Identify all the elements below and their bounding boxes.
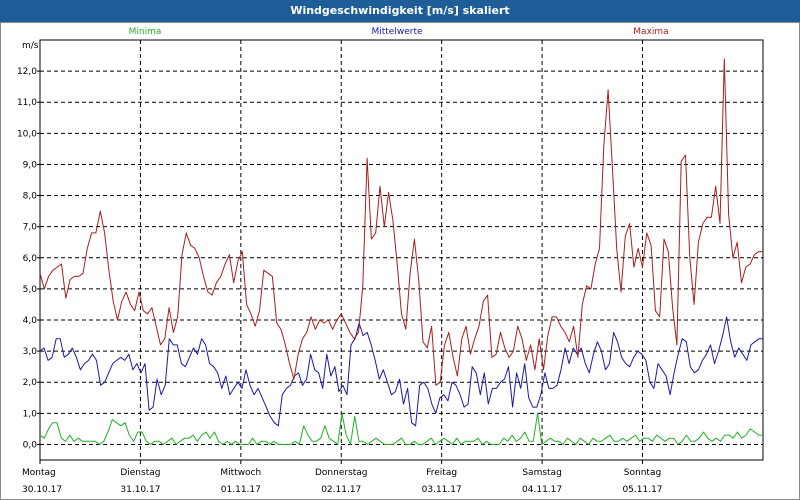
y-axis-label: m/s [22, 41, 39, 51]
x-tick-day: Dienstag [120, 468, 160, 478]
x-tick-date: 04.11.17 [522, 485, 562, 495]
legend-mittelwerte: Mittelwerte [371, 27, 422, 37]
x-axis: Montag 30.10.17 Dienstag 31.10.17 Mittwoch 01… [22, 460, 663, 495]
y-tick-label: 1,0 [23, 409, 38, 419]
series-line-minima [39, 412, 763, 445]
x-tick-day: Samstag [522, 468, 561, 478]
y-tick-label: 10,0 [17, 129, 37, 139]
y-tick-label: 4,0 [23, 316, 38, 326]
x-tick-date: 31.10.17 [120, 485, 160, 495]
y-tick-label: 2,0 [23, 378, 38, 388]
series-lines [39, 58, 763, 445]
x-tick-day: Donnerstag [315, 468, 368, 478]
window-title: Windgeschwindigkeit [m/s] skaliert [0, 0, 800, 22]
x-tick-day: Mittwoch [220, 468, 261, 478]
legend-minima: Minima [129, 27, 162, 37]
y-tick-label: 0,0 [23, 440, 38, 450]
x-tick-day: Sonntag [624, 468, 661, 478]
x-tick-day: Montag [22, 468, 56, 478]
series-line-mittelwerte [39, 316, 763, 427]
y-tick-label: 11,0 [17, 98, 37, 108]
x-tick-day: Freitag [426, 468, 457, 478]
y-tick-label: 12,0 [17, 67, 37, 77]
y-tick-label: 3,0 [23, 347, 38, 357]
x-tick-date: 01.11.17 [221, 485, 261, 495]
y-axis: 0,0 1,0 2,0 3,0 4,0 5,0 6,0 7,0 8,0 9,0 10,0 11,0 12… [17, 67, 40, 450]
y-tick-label: 8,0 [23, 192, 38, 202]
x-tick-date: 03.11.17 [422, 485, 462, 495]
x-tick-date: 30.10.17 [22, 485, 62, 495]
y-tick-label: 9,0 [23, 160, 38, 170]
legend-maxima: Maxima [633, 27, 668, 37]
y-tick-label: 7,0 [23, 223, 38, 233]
x-tick-date: 02.11.17 [321, 485, 361, 495]
plot-area [39, 39, 764, 461]
grid-lines [40, 40, 763, 460]
x-tick-date: 05.11.17 [622, 485, 662, 495]
y-tick-label: 5,0 [23, 285, 38, 295]
y-tick-label: 6,0 [23, 254, 38, 264]
series-line-maxima [39, 58, 763, 386]
